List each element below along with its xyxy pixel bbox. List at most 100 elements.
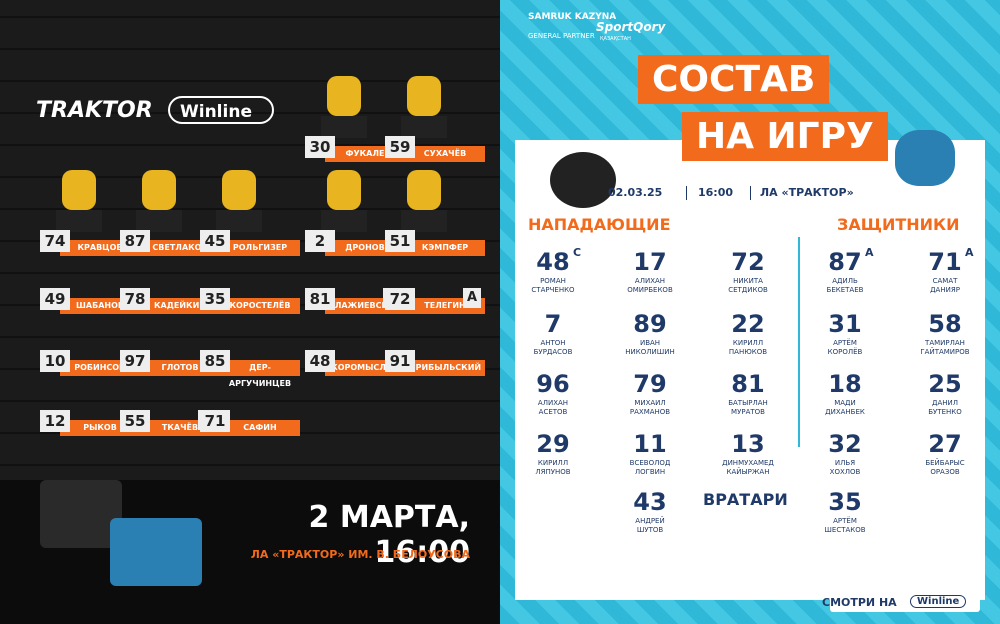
traktor-panel: TRAKTOR Winline 2 МАРТА, 16:00 ЛА «ТРАКТ… <box>0 0 500 624</box>
player-last-name: БУРДАСОВ <box>533 348 573 356</box>
player-body <box>216 210 262 232</box>
player-name: КЭМПФЕР <box>405 240 485 256</box>
player-last-name: БЕКЕТАЕВ <box>826 286 864 294</box>
player-last-name: НИКОЛИШИН <box>625 348 675 356</box>
footer-brand: Winline <box>910 595 967 608</box>
roster-card <box>515 140 985 600</box>
player-first-name: САМАТ <box>932 277 958 285</box>
match-info: ЛА «ТРАКТОР» <box>760 186 854 199</box>
player-number: 27 <box>928 430 962 458</box>
player-figure <box>407 76 441 116</box>
black-brick <box>40 480 122 548</box>
player-number: 51 <box>385 230 415 252</box>
player-badge: А <box>463 288 481 308</box>
traktor-logo <box>550 152 616 208</box>
player-name: ПРИБЫЛЬСКИЙ <box>405 360 485 376</box>
player-body <box>321 116 367 138</box>
player-body <box>56 210 102 232</box>
player-last-name: СТАРЧЕНКО <box>531 286 575 294</box>
player-last-name: ХОХЛОВ <box>829 468 861 476</box>
player-last-name: МУРАТОВ <box>731 408 765 416</box>
info-separator <box>750 186 751 200</box>
player-first-name: ДАНИЛ <box>931 399 959 407</box>
player-number: 78 <box>120 288 150 310</box>
player-number: 91 <box>385 350 415 372</box>
player-last-name: ЛЯПУНОВ <box>535 468 571 476</box>
partner-name: SAMRUK KAZYNA <box>528 12 617 22</box>
player-first-name: АНДРЕЙ <box>635 517 665 525</box>
player-number: 97 <box>120 350 150 372</box>
match-info: 16:00 <box>698 186 734 199</box>
player-figure <box>327 170 361 210</box>
barys-logo <box>895 130 955 186</box>
player-last-name: ЛОГВИН <box>634 468 666 476</box>
player-first-name: ВСЕВОЛОД <box>629 459 671 467</box>
blue-brick <box>110 518 202 586</box>
player-number: 32 <box>828 430 862 458</box>
player-number: 10 <box>40 350 70 372</box>
footer-text: СМОТРИ НА <box>822 596 897 609</box>
info-separator <box>686 186 687 200</box>
player-badge: А <box>965 246 974 259</box>
player-last-name: ОРАЗОВ <box>930 468 960 476</box>
divider <box>798 237 800 447</box>
player-number: 48 <box>305 350 335 372</box>
sponsor-logo: Winline <box>168 96 274 124</box>
player-number: 43 <box>633 488 667 516</box>
match-info: 02.03.25 <box>608 186 663 199</box>
sponsor-name: SportQory <box>596 20 666 34</box>
player-first-name: АНТОН <box>540 339 566 347</box>
player-number: 25 <box>928 370 962 398</box>
partner-role: GENERAL PARTNER <box>528 32 595 40</box>
sponsor-sub: ҚАЗАҚСТАН <box>600 36 631 42</box>
player-body <box>401 210 447 232</box>
player-figure <box>407 170 441 210</box>
player-name: РОЛЬГИЗЕР <box>220 240 300 256</box>
player-number: 18 <box>828 370 862 398</box>
player-last-name: ДИХАНБЕК <box>825 408 865 416</box>
barys-panel: SAMRUK KAZYNA GENERAL PARTNER SportQory … <box>500 0 1000 624</box>
player-number: 55 <box>120 410 150 432</box>
player-number: 81 <box>731 370 765 398</box>
title-line: НА ИГРУ <box>682 112 888 161</box>
player-first-name: АЛИХАН <box>634 277 666 285</box>
player-number: 79 <box>633 370 667 398</box>
player-number: 35 <box>200 288 230 310</box>
player-first-name: АДИЛЬ <box>832 277 858 285</box>
player-last-name: ДАНИЯР <box>930 286 960 294</box>
player-first-name: БЕЙБАРЫС <box>925 459 965 467</box>
player-number: 29 <box>536 430 570 458</box>
player-name: СУХАЧЁВ <box>405 146 485 162</box>
player-first-name: КИРИЛЛ <box>732 339 764 347</box>
player-name: ДЕР-АРГУЧИНЦЕВ <box>220 360 300 388</box>
player-first-name: МИХАИЛ <box>634 399 666 407</box>
player-figure <box>142 170 176 210</box>
player-first-name: АРТЁМ <box>833 517 857 525</box>
player-number: 72 <box>385 288 415 310</box>
player-figure <box>222 170 256 210</box>
player-number: 12 <box>40 410 70 432</box>
player-number: 7 <box>544 310 562 338</box>
player-first-name: ДИНМУХАМЕД <box>722 459 774 467</box>
player-body <box>321 210 367 232</box>
player-body <box>136 210 182 232</box>
player-number: 87 <box>828 248 862 276</box>
player-figure <box>62 170 96 210</box>
player-last-name: ОМИРБЕКОВ <box>627 286 673 294</box>
player-number: 74 <box>40 230 70 252</box>
player-number: 71 <box>200 410 230 432</box>
section-label: ВРАТАРИ <box>703 490 788 509</box>
player-number: 72 <box>731 248 765 276</box>
player-number: 85 <box>200 350 230 372</box>
player-body <box>401 116 447 138</box>
player-figure <box>327 76 361 116</box>
player-first-name: КИРИЛЛ <box>537 459 569 467</box>
player-number: 81 <box>305 288 335 310</box>
team-logo: TRAKTOR <box>36 98 153 123</box>
player-number: 87 <box>120 230 150 252</box>
player-first-name: ТАМИРЛАН <box>925 339 965 347</box>
player-number: 22 <box>731 310 765 338</box>
player-number: 45 <box>200 230 230 252</box>
player-last-name: КОРОЛЁВ <box>827 348 863 356</box>
